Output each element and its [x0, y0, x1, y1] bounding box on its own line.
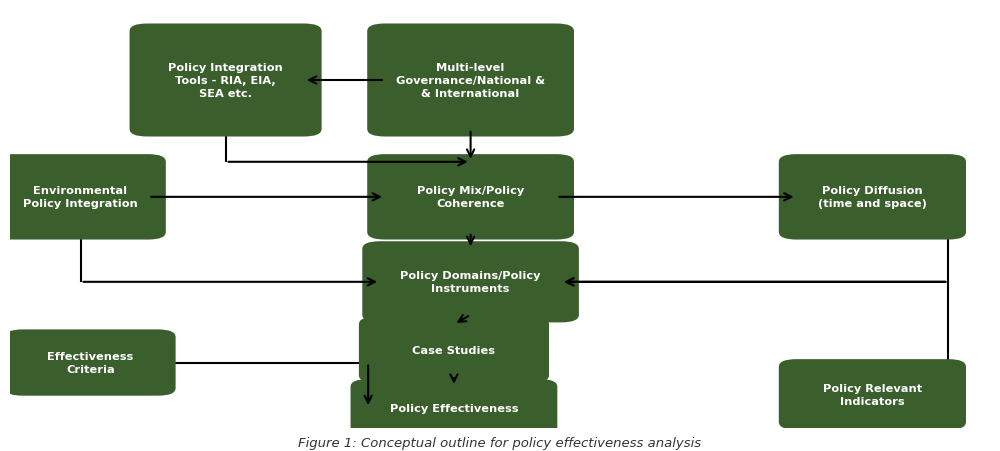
Text: Policy Mix/Policy
Coherence: Policy Mix/Policy Coherence	[417, 186, 524, 209]
FancyBboxPatch shape	[359, 317, 549, 383]
FancyBboxPatch shape	[367, 24, 574, 137]
Text: Figure 1: Conceptual outline for policy effectiveness analysis: Figure 1: Conceptual outline for policy …	[298, 436, 702, 449]
FancyBboxPatch shape	[367, 155, 574, 240]
Text: Policy Diffusion
(time and space): Policy Diffusion (time and space)	[818, 186, 927, 209]
FancyBboxPatch shape	[0, 155, 166, 240]
FancyBboxPatch shape	[5, 330, 176, 396]
FancyBboxPatch shape	[779, 155, 966, 240]
FancyBboxPatch shape	[779, 359, 966, 430]
Text: Case Studies: Case Studies	[412, 345, 495, 355]
Text: Policy Relevant
Indicators: Policy Relevant Indicators	[823, 383, 922, 406]
Text: Policy Effectiveness: Policy Effectiveness	[390, 403, 518, 413]
Text: Environmental
Policy Integration: Environmental Policy Integration	[23, 186, 138, 209]
FancyBboxPatch shape	[362, 242, 579, 322]
Text: Effectiveness
Criteria: Effectiveness Criteria	[47, 351, 133, 374]
Text: Multi-level
Governance/National &
& International: Multi-level Governance/National & & Inte…	[396, 63, 545, 99]
FancyBboxPatch shape	[130, 24, 322, 137]
FancyBboxPatch shape	[351, 379, 557, 437]
Text: Policy Domains/Policy
Instruments: Policy Domains/Policy Instruments	[400, 271, 541, 294]
Text: Policy Integration
Tools - RIA, EIA,
SEA etc.: Policy Integration Tools - RIA, EIA, SEA…	[168, 63, 283, 99]
